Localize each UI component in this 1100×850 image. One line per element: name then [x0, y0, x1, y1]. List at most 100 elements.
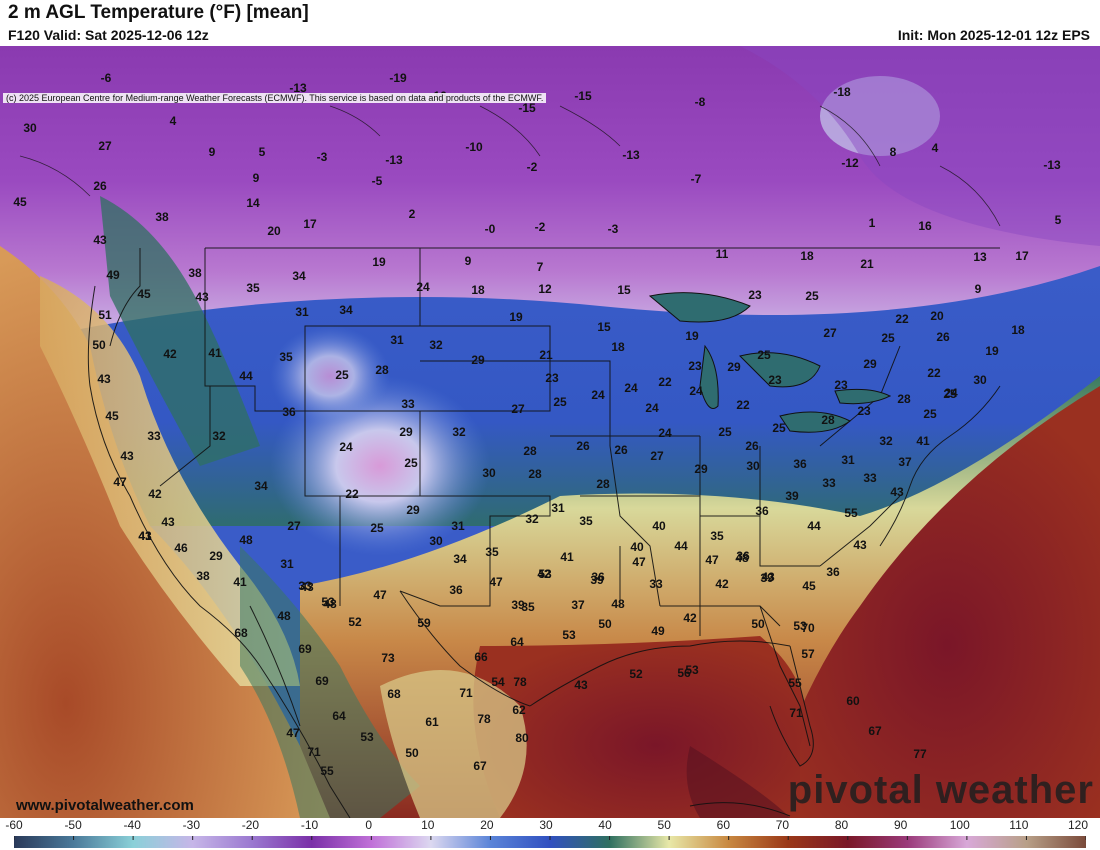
temperature-label: 42	[148, 487, 162, 501]
temperature-label: -12	[841, 156, 859, 170]
temperature-label: 29	[209, 549, 223, 563]
temperature-label: 25	[772, 421, 786, 435]
temperature-label: 12	[538, 282, 552, 296]
temperature-label: 28	[375, 363, 389, 377]
temperature-label: 45	[105, 409, 119, 423]
map-title: 2 m AGL Temperature (°F) [mean]	[8, 2, 309, 23]
temperature-label: 69	[298, 642, 312, 656]
colorbar-tick-label: 50	[657, 818, 671, 832]
temperature-label: 32	[452, 425, 466, 439]
temperature-label: 61	[425, 715, 439, 729]
temperature-label: 35	[279, 350, 293, 364]
temperature-label: 30	[23, 121, 37, 135]
colorbar-tick-label: 40	[598, 818, 612, 832]
temperature-label: 24	[339, 440, 353, 454]
temperature-label: 43	[853, 538, 867, 552]
copyright-notice: (c) 2025 European Centre for Medium-rang…	[3, 93, 547, 103]
temperature-label: 28	[596, 477, 610, 491]
temperature-label: 53	[685, 663, 699, 677]
temperature-label: 42	[715, 577, 729, 591]
temperature-label: 31	[280, 557, 294, 571]
temperature-label: 54	[491, 675, 505, 689]
map-canvas: -6-19-13-16-15-15-8-183042795-3-13-10-13…	[0, 46, 1100, 818]
temperature-label: 48	[323, 597, 337, 611]
temperature-label: 29	[863, 357, 877, 371]
hudson-bay-lighter	[820, 76, 940, 156]
temperature-label: -13	[622, 148, 640, 162]
temperature-label: 39	[760, 571, 774, 585]
temperature-label: 25	[943, 387, 957, 401]
temperature-label: 39	[785, 489, 799, 503]
temperature-label: -0	[485, 222, 496, 236]
temperature-label: 46	[174, 541, 188, 555]
header: 2 m AGL Temperature (°F) [mean] F120 Val…	[0, 0, 1100, 46]
temperature-label: 34	[292, 269, 306, 283]
temperature-label: 47	[286, 726, 300, 740]
boundary-lines	[87, 247, 1001, 818]
colorbar-tick-label: 120	[1067, 818, 1089, 832]
west-coast-mild	[40, 276, 300, 686]
temperature-label: 30	[746, 459, 760, 473]
temperature-label: 62	[512, 703, 526, 717]
colorbar-tick-label: 0	[365, 818, 372, 832]
temperature-label: 33	[401, 397, 415, 411]
temperature-label: -6	[101, 71, 112, 85]
temperature-label: 24	[658, 426, 672, 440]
temperature-label: 43	[120, 449, 134, 463]
temperature-label: 21	[539, 348, 553, 362]
temperature-label: 45	[137, 287, 151, 301]
temperature-label: 78	[513, 675, 527, 689]
temperature-label: 18	[800, 249, 814, 263]
valid-time: F120 Valid: Sat 2025-12-06 12z	[8, 27, 209, 43]
temperature-label: 37	[571, 598, 585, 612]
temperature-label: 24	[944, 386, 958, 400]
temperature-label: 36	[793, 457, 807, 471]
temperature-label: 41	[208, 346, 222, 360]
temperature-label: 35	[579, 514, 593, 528]
website-url[interactable]: www.pivotalweather.com	[16, 797, 194, 814]
temperature-label: 17	[303, 217, 317, 231]
colorbar-strip	[14, 836, 1086, 848]
temperature-label: 25	[335, 368, 349, 382]
temperature-label: -19	[389, 71, 407, 85]
temperature-label: 35	[246, 281, 260, 295]
temperature-label: 21	[860, 257, 874, 271]
temperature-label: 29	[471, 353, 485, 367]
temperature-label: 34	[254, 479, 268, 493]
temperature-label: -13	[1043, 158, 1061, 172]
temperature-label: 73	[381, 651, 395, 665]
temperature-label: 25	[805, 289, 819, 303]
temperature-label: 33	[649, 577, 663, 591]
temperature-label: 50	[405, 746, 419, 760]
temperature-label: 31	[451, 519, 465, 533]
colorbar-tick-label: 80	[834, 818, 849, 832]
temperature-label: 68	[387, 687, 401, 701]
temperature-label: -3	[608, 222, 619, 236]
temperature-label: 15	[617, 283, 631, 297]
temperature-label: 25	[404, 456, 418, 470]
temperature-map: -6-19-13-16-15-15-8-183042795-3-13-10-13…	[0, 46, 1100, 818]
temperature-label: 44	[239, 369, 253, 383]
temperature-label: 22	[927, 366, 941, 380]
temperature-label: 50	[751, 617, 765, 631]
temperature-label: 67	[473, 759, 487, 773]
temperature-label: 32	[525, 512, 539, 526]
temperature-label: 36	[826, 565, 840, 579]
temperature-label: 28	[528, 467, 542, 481]
temperature-label: 59	[417, 616, 431, 630]
temperature-label: -15	[518, 101, 536, 115]
temperature-label: 15	[597, 320, 611, 334]
temperature-label: 26	[936, 330, 950, 344]
temperature-label: 48	[611, 597, 625, 611]
temperature-label: 4	[932, 141, 939, 155]
temperature-label: -2	[527, 160, 538, 174]
temperature-label: 9	[975, 282, 982, 296]
temperature-label: 36	[591, 570, 605, 584]
temperature-label: 25	[718, 425, 732, 439]
colorbar-tick-label: 20	[480, 818, 494, 832]
temperature-label: 29	[399, 425, 413, 439]
temperature-label: 23	[545, 371, 559, 385]
temperature-label: 39	[511, 598, 525, 612]
colorbar-tick-label: 100	[949, 818, 970, 832]
temperature-label: 4	[170, 114, 177, 128]
